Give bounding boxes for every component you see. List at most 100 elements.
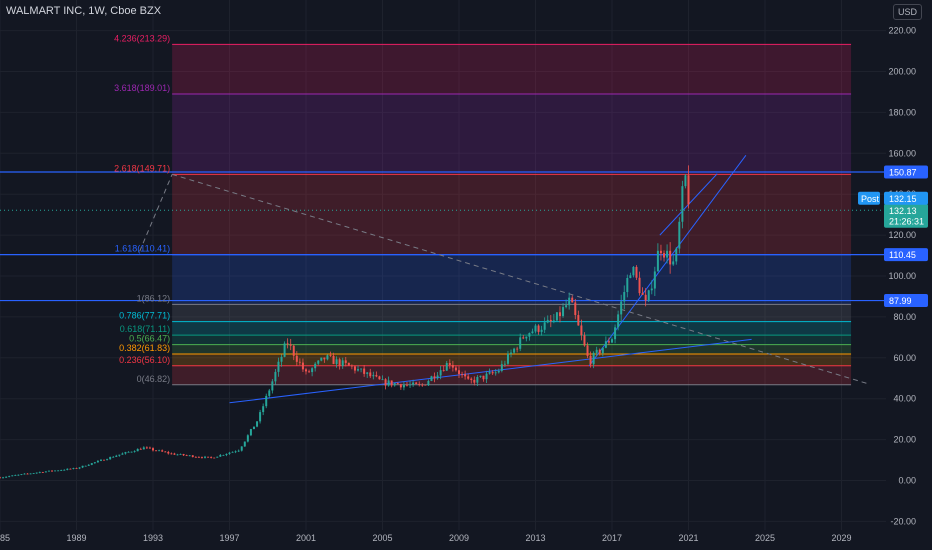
fib-zone: [172, 254, 852, 305]
fib-level-label: 2.618(149.71): [114, 163, 170, 173]
candle-body: [35, 472, 38, 474]
candle-body: [611, 339, 613, 343]
candle-body: [513, 348, 516, 353]
candle-body: [641, 293, 644, 295]
fibonacci-extension[interactable]: [172, 43, 852, 386]
candle-body: [57, 470, 60, 472]
price-series: [0, 165, 690, 479]
candle-body: [78, 467, 81, 469]
post-price-tag: 132.15: [889, 194, 917, 204]
candle-body: [148, 447, 151, 449]
candle-body: [158, 450, 161, 452]
candle-body: [240, 446, 243, 451]
candle-body: [372, 375, 375, 377]
candle-body: [47, 470, 50, 472]
candle-body: [145, 447, 148, 449]
candle-body: [436, 375, 439, 379]
candle-body: [350, 365, 353, 367]
hline-price-tag-bg: [884, 248, 928, 262]
candle-body: [632, 266, 635, 276]
candle-body: [237, 450, 240, 452]
candle-body: [314, 363, 317, 369]
dashed-line: [139, 174, 173, 252]
candle-body: [617, 314, 620, 328]
candle-body: [87, 464, 90, 466]
fib-zone: [172, 354, 852, 366]
candle-body: [167, 452, 170, 454]
candle-body: [381, 379, 384, 381]
candle-body: [283, 343, 286, 357]
candle-body: [173, 453, 176, 455]
candle-body: [121, 453, 124, 455]
candle-body: [277, 361, 280, 372]
candle-body: [344, 360, 347, 363]
candle-body: [268, 390, 271, 396]
candle-body: [399, 384, 402, 388]
fib-zone: [172, 304, 852, 322]
y-tick-label: 100.00: [888, 271, 916, 281]
candle-body: [341, 360, 344, 367]
horizontal-lines[interactable]: [0, 171, 886, 302]
candle-body: [577, 315, 580, 326]
fib-level-label: 0.382(61.83): [119, 343, 170, 353]
post-price-tag-bg: [884, 191, 928, 205]
candle-body: [663, 253, 666, 258]
candle-body: [638, 277, 641, 294]
candle-body: [396, 383, 399, 385]
candle-body: [243, 441, 246, 447]
candle-body: [552, 320, 555, 322]
candle-body: [614, 327, 617, 340]
candle-body: [2, 477, 5, 479]
candle-body: [384, 379, 387, 386]
candle-body: [659, 250, 662, 254]
candle-body: [519, 337, 522, 349]
candle-body: [405, 384, 408, 386]
candle-body: [90, 463, 93, 465]
candle-body: [568, 297, 571, 306]
hline-price-tag: 150.87: [889, 167, 917, 177]
candle-body: [118, 454, 121, 456]
candle-body: [44, 471, 47, 473]
y-tick-label: 80.00: [893, 312, 916, 322]
y-tick-label: -20.00: [890, 516, 916, 526]
fib-zone: [172, 335, 852, 345]
candle-body: [629, 275, 632, 279]
candle-body: [194, 456, 197, 458]
candle-body: [286, 343, 289, 345]
candle-body: [103, 459, 106, 461]
candle-body: [402, 384, 405, 388]
candle-body: [127, 451, 130, 453]
candle-body: [681, 186, 684, 222]
candle-body: [170, 453, 173, 455]
candle-body: [653, 271, 656, 289]
candle-body: [454, 367, 457, 371]
candle-body: [124, 452, 127, 454]
post-tag: Post: [861, 194, 880, 204]
price-axis[interactable]: 220.00200.00180.00160.00140.00120.00100.…: [888, 26, 916, 527]
currency-button[interactable]: USD: [893, 4, 922, 20]
candle-body: [249, 429, 252, 436]
candle-body: [470, 378, 473, 380]
candle-body: [11, 475, 14, 477]
candle-body: [96, 460, 99, 463]
fib-zone: [172, 344, 852, 355]
candle-body: [32, 473, 35, 474]
candle-body: [63, 469, 66, 471]
candle-body: [66, 468, 69, 470]
candle-body: [289, 344, 292, 346]
current-price-tag: 132.13: [889, 206, 917, 216]
candle-body: [353, 366, 356, 371]
time-axis[interactable]: 1985 1989 1993 1997 2001 2005 2009 2013 2017 2021…: [0, 533, 852, 543]
candle-body: [510, 352, 513, 354]
candle-body: [234, 451, 237, 453]
candle-body: [601, 347, 604, 354]
candle-body: [363, 368, 366, 374]
candle-body: [669, 250, 672, 265]
candle-body: [222, 454, 225, 456]
candle-body: [152, 448, 154, 451]
x-tick-label: 2013: [525, 533, 545, 543]
candle-body: [464, 374, 467, 377]
candle-body: [60, 470, 63, 471]
x-tick-label: 1989: [66, 533, 86, 543]
